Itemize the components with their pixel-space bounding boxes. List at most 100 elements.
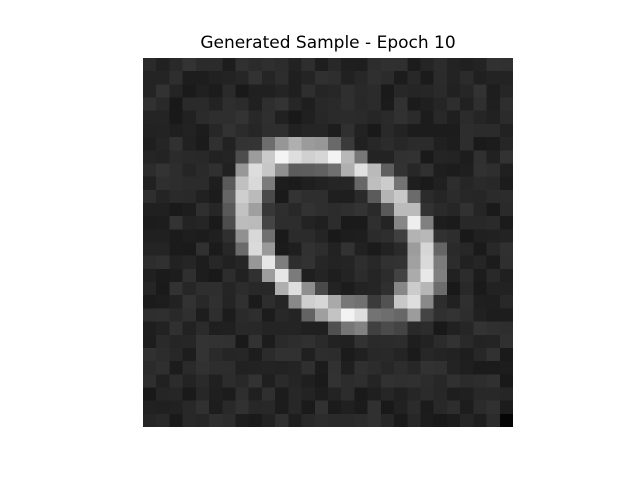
pixel bbox=[235, 295, 249, 309]
pixel bbox=[143, 176, 157, 191]
pixel bbox=[275, 255, 289, 270]
pixel bbox=[367, 334, 382, 349]
pixel bbox=[222, 229, 236, 243]
pixel bbox=[156, 150, 170, 164]
pixel bbox=[248, 413, 263, 427]
pixel bbox=[143, 137, 157, 151]
pixel bbox=[394, 84, 408, 98]
pixel bbox=[433, 84, 448, 98]
pixel bbox=[328, 150, 342, 164]
pixel bbox=[275, 137, 289, 151]
pixel bbox=[380, 413, 395, 427]
pixel bbox=[367, 387, 382, 401]
pixel bbox=[301, 400, 316, 415]
pixel bbox=[156, 282, 170, 296]
pixel bbox=[195, 282, 210, 296]
pixel bbox=[367, 413, 382, 427]
pixel bbox=[288, 387, 302, 401]
pixel bbox=[156, 255, 170, 270]
pixel bbox=[261, 268, 276, 283]
pixel bbox=[195, 97, 210, 111]
pixel bbox=[354, 189, 368, 204]
pixel bbox=[235, 242, 249, 256]
pixel bbox=[473, 71, 487, 85]
pixel bbox=[341, 347, 355, 362]
pixel bbox=[156, 361, 170, 375]
pixel bbox=[235, 58, 249, 72]
pixel bbox=[367, 268, 382, 283]
pixel bbox=[195, 202, 210, 217]
pixel bbox=[328, 189, 342, 204]
pixel bbox=[235, 387, 249, 401]
pixel bbox=[275, 295, 289, 309]
pixel bbox=[380, 400, 395, 415]
pixel bbox=[394, 242, 408, 256]
pixel bbox=[169, 268, 183, 283]
pixel bbox=[486, 387, 501, 401]
pixel bbox=[143, 123, 157, 138]
pixel bbox=[341, 334, 355, 349]
pixel bbox=[460, 268, 474, 283]
pixel bbox=[354, 255, 368, 270]
pixel bbox=[314, 321, 329, 336]
pixel bbox=[380, 321, 395, 336]
pixel bbox=[460, 413, 474, 427]
pixel bbox=[275, 282, 289, 296]
pixel bbox=[354, 321, 368, 336]
pixel bbox=[222, 71, 236, 85]
pixel bbox=[420, 347, 434, 362]
pixel bbox=[275, 334, 289, 349]
pixel bbox=[235, 361, 249, 375]
pixel bbox=[235, 374, 249, 388]
pixel bbox=[222, 137, 236, 151]
pixel bbox=[354, 58, 368, 72]
pixel bbox=[248, 123, 263, 138]
pixel bbox=[261, 282, 276, 296]
pixel bbox=[195, 84, 210, 98]
pixel bbox=[354, 361, 368, 375]
pixel bbox=[182, 97, 197, 111]
pixel bbox=[394, 189, 408, 204]
pixel bbox=[486, 229, 501, 243]
pixel bbox=[394, 295, 408, 309]
pixel bbox=[156, 176, 170, 191]
pixel bbox=[156, 71, 170, 85]
pixel bbox=[420, 123, 434, 138]
pixel bbox=[182, 216, 197, 230]
pixel bbox=[446, 387, 461, 401]
pixel bbox=[169, 189, 183, 204]
pixel bbox=[328, 58, 342, 72]
pixel bbox=[195, 413, 210, 427]
pixel bbox=[499, 321, 513, 336]
pixel bbox=[143, 110, 157, 125]
pixel bbox=[195, 268, 210, 283]
pixel bbox=[301, 387, 316, 401]
pixel bbox=[314, 255, 329, 270]
pixel bbox=[248, 242, 263, 256]
pixel bbox=[288, 84, 302, 98]
pixel bbox=[209, 97, 223, 111]
pixel bbox=[248, 137, 263, 151]
pixel bbox=[328, 97, 342, 111]
pixel bbox=[341, 202, 355, 217]
pixel bbox=[222, 163, 236, 177]
pixel bbox=[367, 150, 382, 164]
pixel bbox=[394, 216, 408, 230]
pixel bbox=[341, 137, 355, 151]
pixel bbox=[275, 110, 289, 125]
pixel bbox=[446, 58, 461, 72]
pixel bbox=[328, 268, 342, 283]
pixel bbox=[367, 347, 382, 362]
pixel bbox=[446, 163, 461, 177]
pixel bbox=[222, 123, 236, 138]
pixel bbox=[248, 97, 263, 111]
pixel bbox=[341, 242, 355, 256]
pixel bbox=[314, 58, 329, 72]
pixel bbox=[394, 229, 408, 243]
pixel bbox=[486, 97, 501, 111]
pixel bbox=[420, 137, 434, 151]
pixel bbox=[328, 84, 342, 98]
pixel bbox=[367, 321, 382, 336]
pixel bbox=[195, 189, 210, 204]
pixel bbox=[261, 58, 276, 72]
